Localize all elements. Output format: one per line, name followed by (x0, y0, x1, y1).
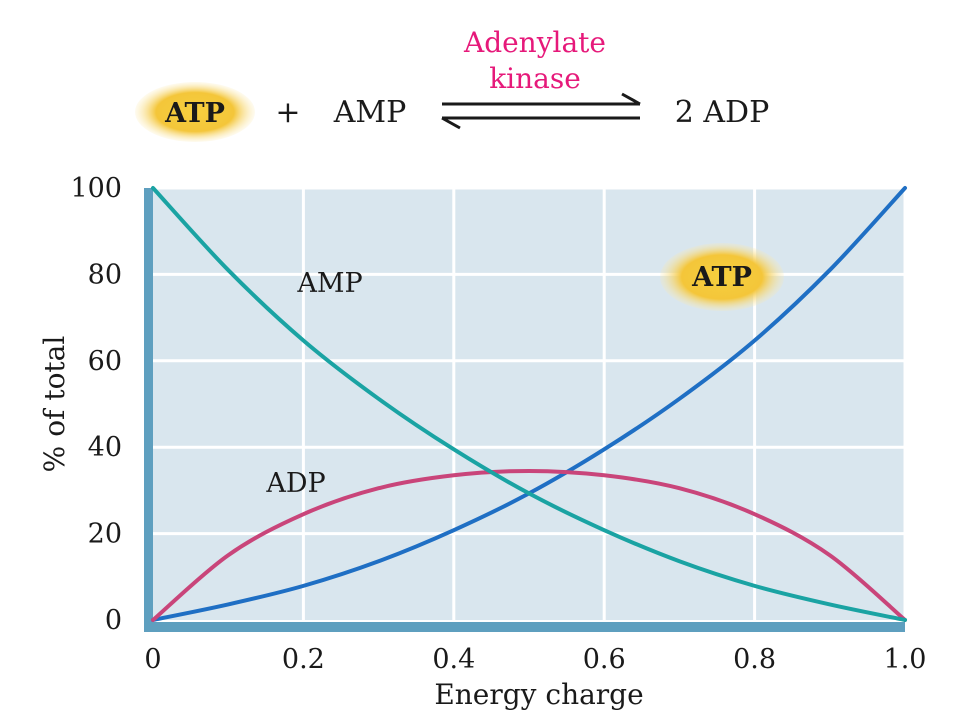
series-labels: ATP ADP AMP (265, 243, 784, 499)
x-tick-label: 0.8 (733, 644, 776, 675)
atp-highlight-badge (135, 82, 255, 142)
y-tick-label: 20 (88, 519, 122, 550)
enzyme-label-line1: Adenylate (463, 26, 606, 59)
y-axis-bar (144, 188, 153, 632)
series-lines (151, 186, 907, 622)
x-axis-bar (144, 622, 905, 632)
x-tick-labels: 0 0.2 0.4 0.6 0.8 1.0 (144, 644, 926, 675)
y-tick-label: 100 (70, 173, 122, 204)
x-tick-label: 0.6 (583, 644, 626, 675)
y-tick-labels: 0 20 40 60 80 100 (70, 173, 122, 636)
series-line-atp (151, 186, 907, 622)
y-tick-label: 60 (88, 346, 122, 377)
y-tick-label: 0 (105, 605, 122, 636)
y-axis-title: % of total (38, 336, 71, 473)
enzyme-label-line2: kinase (489, 62, 581, 95)
equation-product-adp: 2 ADP (675, 95, 770, 130)
series-label-adp: ADP (265, 468, 325, 499)
equation-plus: + (275, 95, 300, 130)
series-line-adp (151, 468, 907, 622)
reaction-equation: ATP + AMP Adenylate kinase 2 ADP (135, 26, 769, 142)
x-tick-label: 0.2 (282, 644, 325, 675)
x-axis-title: Energy charge (434, 678, 643, 711)
y-tick-label: 80 (88, 259, 122, 290)
x-tick-label: 0 (144, 644, 161, 675)
x-tick-label: 1.0 (884, 644, 927, 675)
equation-reactant-amp: AMP (333, 95, 407, 130)
series-label-atp: ATP (691, 262, 752, 293)
series-label-amp: AMP (296, 268, 362, 299)
x-tick-label: 0.4 (432, 644, 475, 675)
equation-reactant-atp: ATP (164, 98, 225, 129)
atp-series-badge (660, 243, 784, 311)
y-tick-label: 40 (88, 432, 122, 463)
series-line-amp (151, 186, 907, 622)
plot-area (153, 188, 905, 620)
equilibrium-arrows-icon (441, 92, 641, 130)
